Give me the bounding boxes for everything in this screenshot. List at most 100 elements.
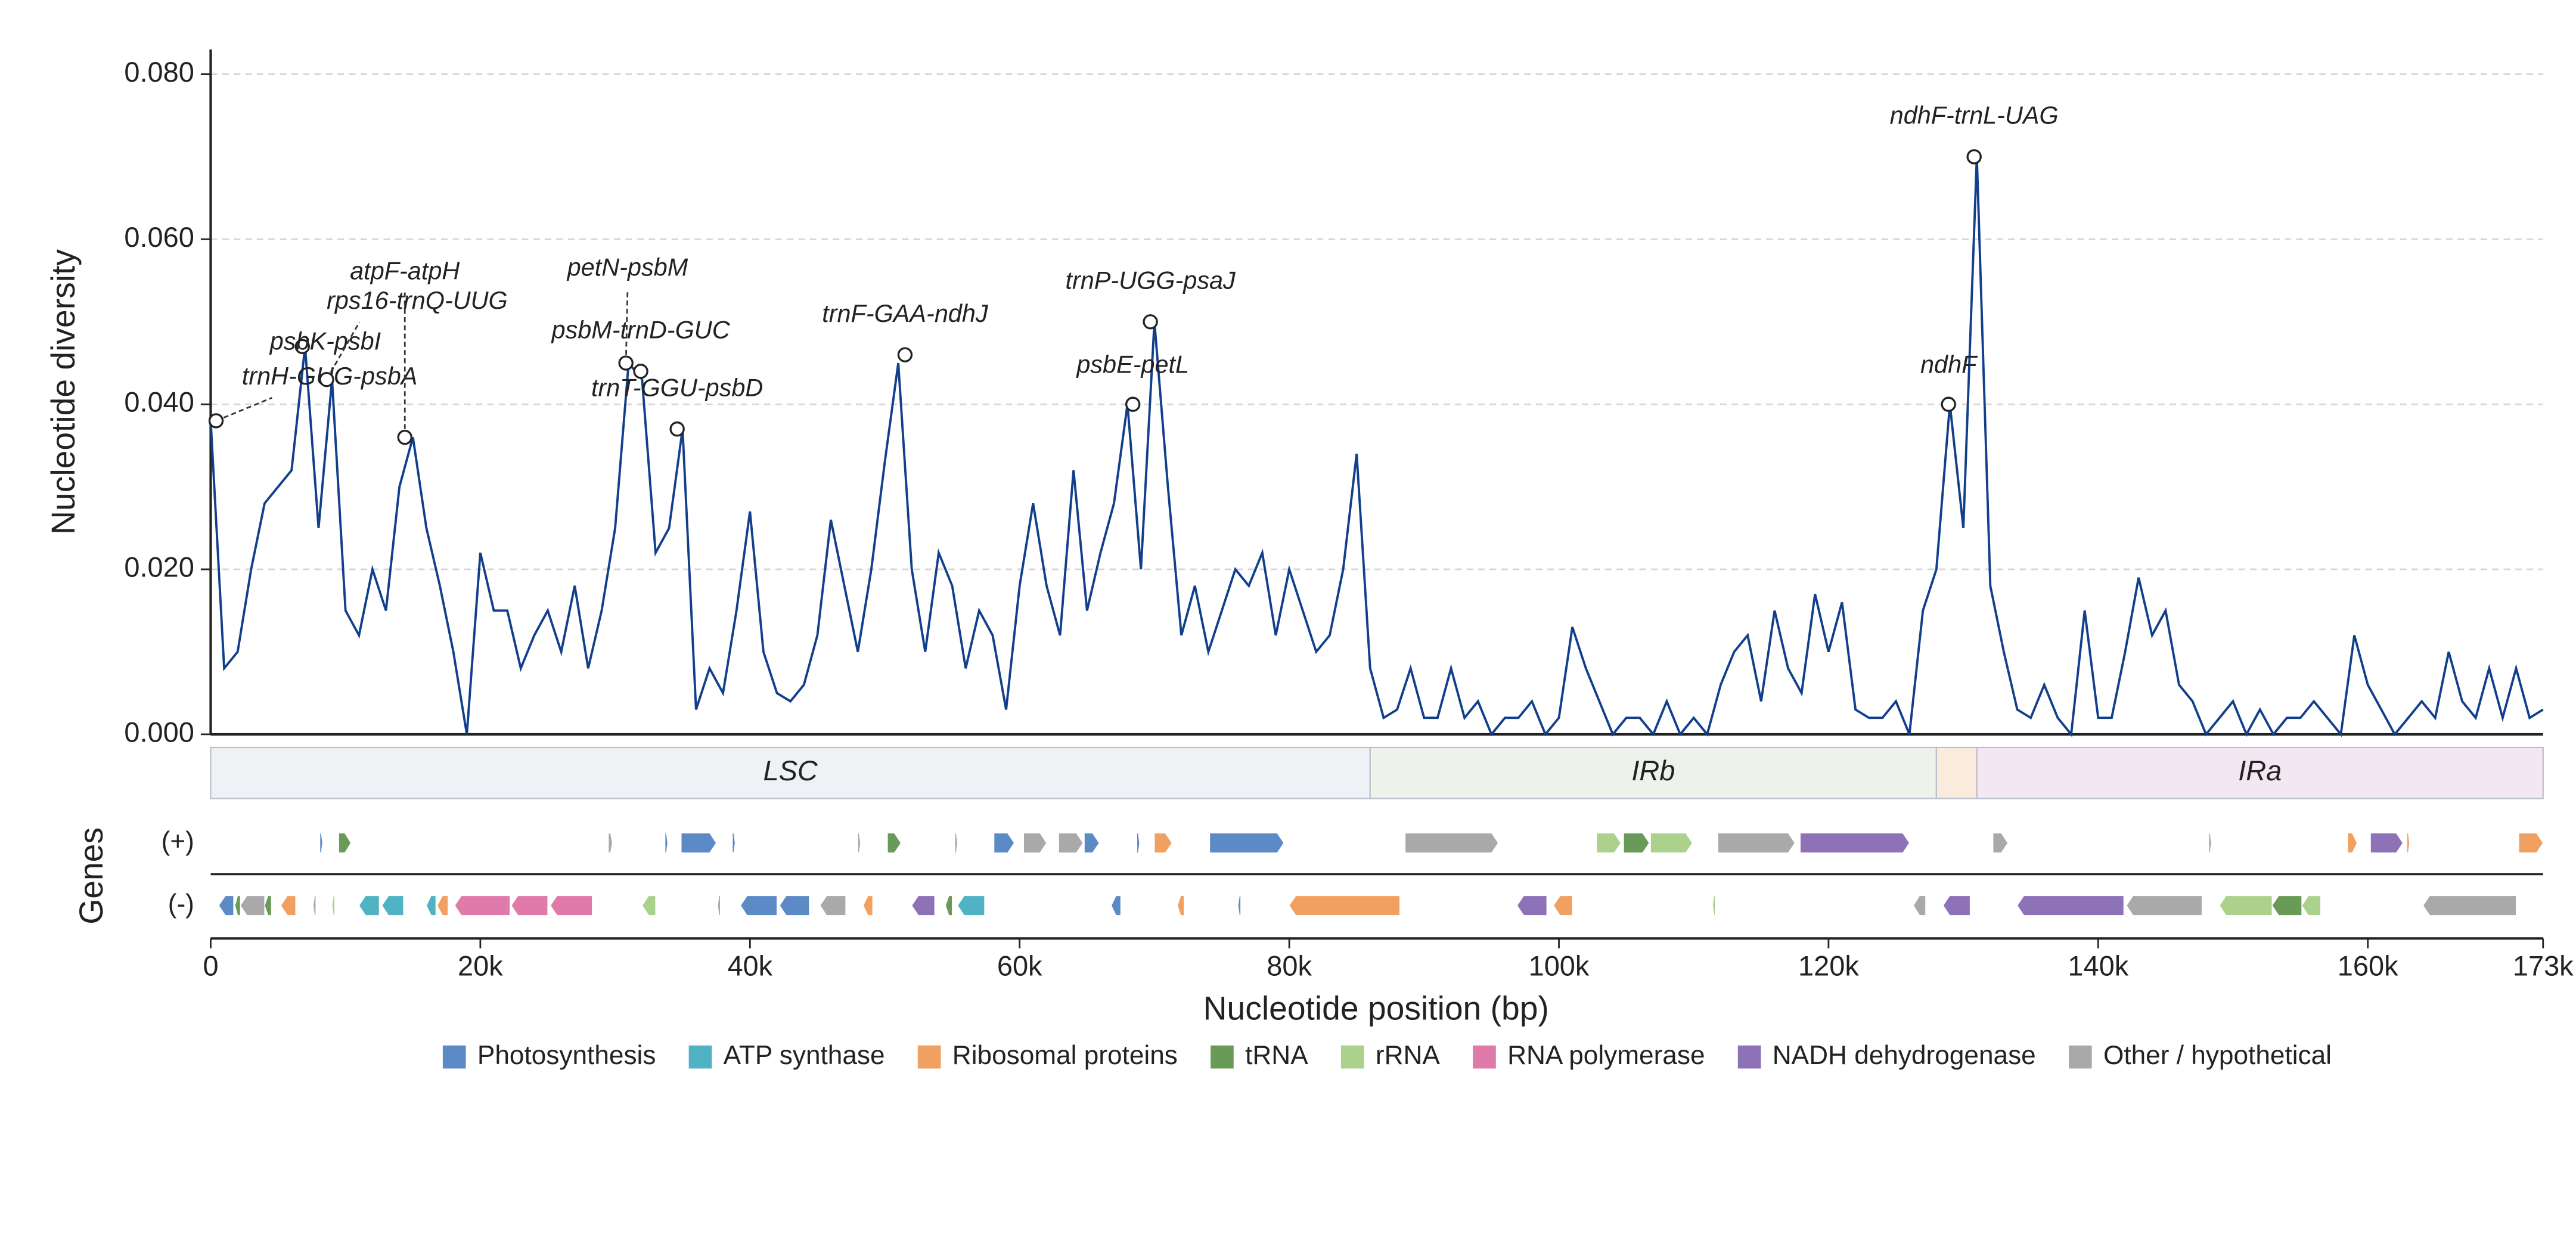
- y-tick-label: 0.040: [124, 387, 194, 418]
- gene: [857, 833, 861, 854]
- peak-marker: [397, 429, 412, 445]
- legend-swatch: [917, 1045, 941, 1069]
- legend-label: rRNA: [1376, 1041, 1441, 1070]
- gene: [1516, 895, 1547, 916]
- gene: [1110, 895, 1121, 916]
- peak-label: rps16-trnQ-UUG: [327, 287, 508, 314]
- gene: [358, 895, 380, 916]
- y-tick-label: 0.000: [124, 717, 194, 748]
- gene: [1289, 895, 1401, 916]
- gene: [1650, 833, 1693, 854]
- peak-label: trnP-UGG-psaJ: [1065, 266, 1236, 294]
- gene: [2301, 895, 2321, 916]
- gene: [1136, 833, 1140, 854]
- x-tick-label: 60k: [997, 950, 1042, 981]
- gene: [550, 895, 593, 916]
- peak-label: psbE-petL: [1075, 351, 1189, 379]
- gene: [1154, 833, 1172, 854]
- gene: [2518, 833, 2544, 854]
- gene: [234, 895, 241, 916]
- peak-marker: [633, 364, 648, 379]
- x-tick-label: 40k: [727, 950, 772, 981]
- gene: [312, 895, 316, 916]
- y-tick-label: 0.060: [124, 222, 194, 253]
- gene: [2126, 895, 2203, 916]
- gene: [1058, 833, 1084, 854]
- y-axis-label: Nucleotide diversity: [45, 249, 82, 535]
- gene: [218, 895, 234, 916]
- peak-label: trnT-GGU-psbD: [591, 374, 763, 401]
- x-tick-label: 140k: [2068, 950, 2128, 981]
- gene: [2271, 895, 2302, 916]
- peak-marker: [1941, 396, 1956, 412]
- gene: [240, 895, 265, 916]
- x-axis-label: Nucleotide position (bp): [1203, 990, 1549, 1026]
- gene: [280, 895, 296, 916]
- region: [1369, 746, 1937, 799]
- peak-marker: [618, 355, 634, 371]
- gene: [1712, 895, 1716, 916]
- gene: [1237, 895, 1242, 916]
- gene: [1623, 833, 1650, 854]
- legend-label: NADH dehydrogenase: [1773, 1041, 2036, 1070]
- gene: [1799, 833, 1910, 854]
- gene: [1405, 833, 1499, 854]
- genes-label: Genes: [73, 827, 110, 925]
- region-label: IRa: [2238, 755, 2282, 786]
- gene: [2219, 895, 2273, 916]
- peak-marker: [294, 339, 311, 355]
- gene: [994, 833, 1015, 854]
- x-tick-label: 120k: [1798, 950, 1859, 981]
- peak-marker: [319, 371, 334, 387]
- gene: [331, 895, 336, 916]
- peak-label: psbM-trnD-GUC: [551, 317, 731, 344]
- legend-swatch: [2068, 1045, 2092, 1069]
- leader-line: [625, 289, 629, 364]
- gene: [957, 895, 985, 916]
- gene: [1717, 833, 1796, 854]
- legend-swatch: [1737, 1045, 1761, 1069]
- gene: [641, 895, 656, 916]
- gene: [454, 895, 511, 916]
- x-tick-label: 20k: [458, 950, 503, 981]
- gene: [681, 833, 717, 854]
- legend-label: ATP synthase: [724, 1041, 885, 1070]
- gene: [887, 833, 902, 854]
- gene: [717, 895, 721, 916]
- region-label: LSC: [764, 755, 818, 786]
- gene: [954, 833, 958, 854]
- gene: [1596, 833, 1622, 854]
- legend-label: RNA polymerase: [1507, 1041, 1705, 1070]
- peak-marker: [1125, 396, 1141, 412]
- leader-line: [216, 396, 272, 422]
- gene: [1992, 833, 2009, 854]
- gene: [1177, 895, 1185, 916]
- gene: [2370, 833, 2404, 854]
- legend-swatch: [688, 1045, 712, 1069]
- peak-label: trnF-GAA-ndhJ: [822, 300, 989, 327]
- peak-label: ndhF-trnL-UAG: [1890, 102, 2059, 129]
- gene: [820, 895, 846, 916]
- gene: [2406, 833, 2410, 854]
- gene: [2347, 833, 2358, 854]
- peak-marker: [208, 413, 224, 429]
- peak-marker: [669, 421, 685, 437]
- gene: [338, 833, 352, 854]
- gene: [1209, 833, 1284, 854]
- gene: [608, 833, 613, 854]
- peak-marker: [1143, 314, 1158, 330]
- legend-swatch: [1211, 1045, 1234, 1069]
- diversity-line: [209, 156, 2544, 737]
- x-tick-label: 80k: [1267, 950, 1312, 981]
- x-tick-label: 0: [203, 950, 218, 981]
- gene: [2208, 833, 2212, 854]
- gene: [2422, 895, 2517, 916]
- x-tick-label: 100k: [1529, 950, 1590, 981]
- leader-line: [325, 321, 361, 380]
- gene: [436, 895, 449, 916]
- gene: [1913, 895, 1926, 916]
- gene: [665, 833, 668, 854]
- gene: [945, 895, 953, 916]
